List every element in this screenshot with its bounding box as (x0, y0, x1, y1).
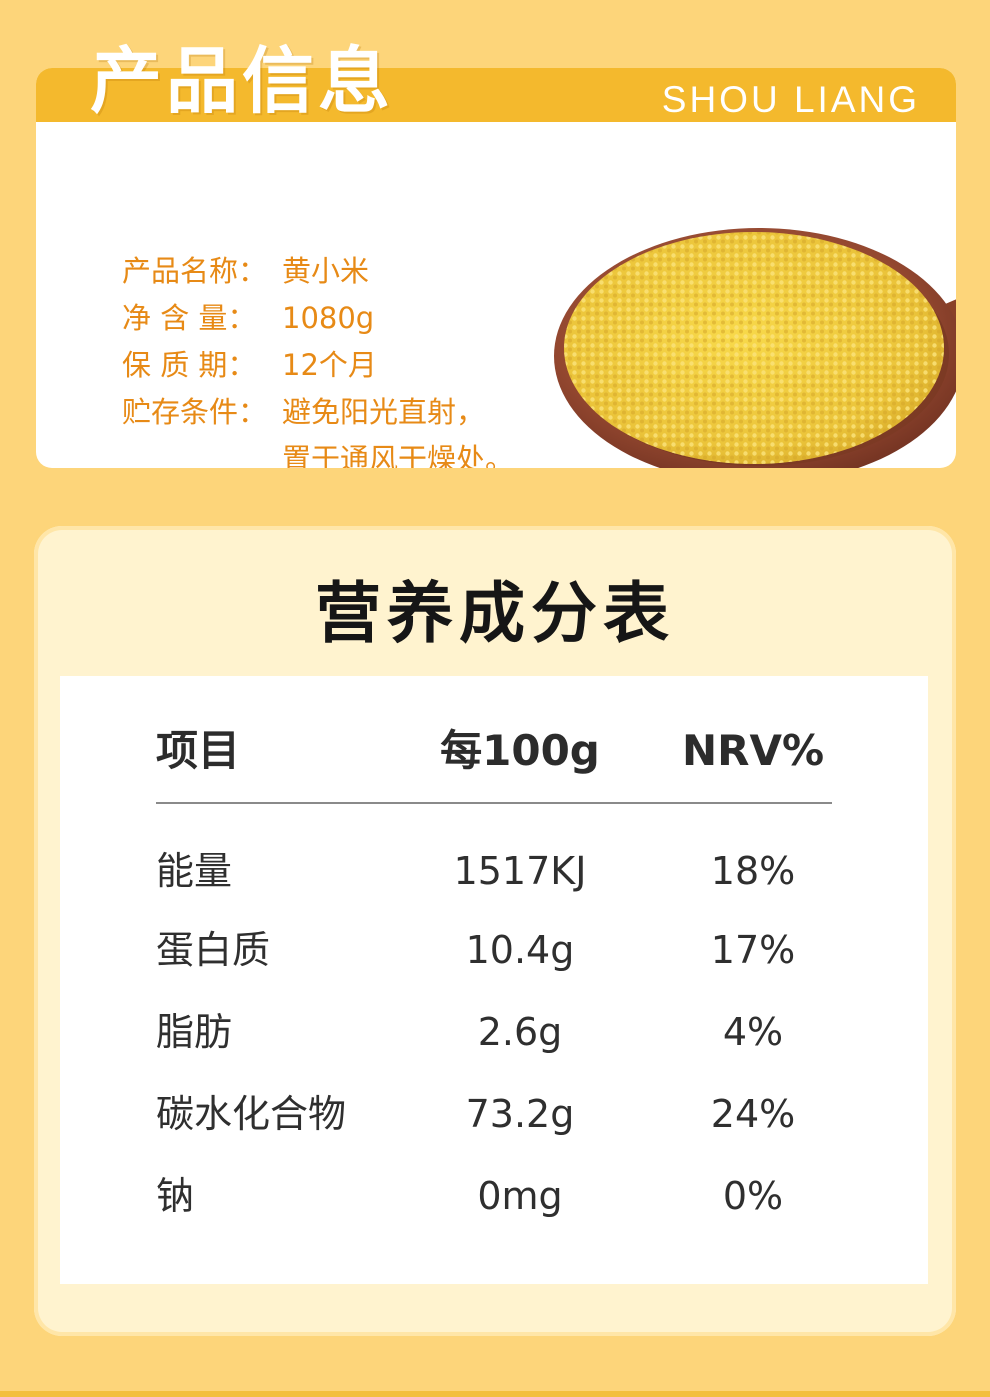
nutrient-amount: 73.2g (465, 1092, 575, 1136)
nutrient-name: 碳水化合物 (156, 1092, 347, 1136)
table-row: 能量 1517KJ 18% (60, 841, 928, 901)
nutrition-title: 营养成分表 (315, 575, 675, 652)
nutrient-nrv: 18% (710, 849, 796, 893)
product-info-header-bar (36, 68, 956, 122)
bottom-accent-line (0, 1391, 990, 1397)
column-header-nrv: NRV% (681, 726, 825, 775)
nutrient-name: 能量 (156, 849, 233, 893)
nutrition-table: 项目 每100g NRV% 能量 1517KJ 18% 蛋白质 10.4g 17… (60, 676, 928, 1284)
nutrient-name: 钠 (156, 1174, 195, 1218)
table-row: 碳水化合物 73.2g 24% (60, 1084, 928, 1144)
info-value: 置于通风干燥处。 (282, 442, 515, 468)
product-info-list: 产品名称： 黄小米 净 含 量： 1080g 保 质 期： 12个月 贮存条件：… (122, 248, 514, 468)
info-value: 1080g (282, 301, 375, 335)
nutrition-card: 营养成分表 项目 每100g NRV% 能量 1517KJ 18% 蛋白质 10… (34, 526, 956, 1336)
nutrient-nrv: 17% (710, 928, 796, 972)
nutrition-table-header: 项目 每100g NRV% (60, 721, 928, 781)
info-value: 黄小米 (282, 254, 370, 288)
nutrient-nrv: 0% (722, 1174, 784, 1218)
nutrient-name: 蛋白质 (156, 928, 271, 972)
info-label: 净 含 量： (122, 301, 257, 335)
nutrient-nrv: 24% (710, 1092, 796, 1136)
nutrient-amount: 0mg (477, 1174, 563, 1218)
info-row-storage-continued: 占位： 置于通风干燥处。 (122, 436, 514, 468)
info-row-shelf-life: 保 质 期： 12个月 (122, 342, 514, 389)
info-row-storage: 贮存条件： 避免阳光直射， (122, 389, 514, 436)
info-label: 产品名称： (122, 254, 268, 288)
nutrient-nrv: 4% (722, 1010, 784, 1054)
table-divider (156, 802, 832, 804)
table-row: 蛋白质 10.4g 17% (60, 920, 928, 980)
info-label: 贮存条件： (122, 395, 268, 429)
millet-spoon-image (554, 228, 956, 468)
product-info-subtitle: SHOU LIANG (661, 79, 920, 120)
info-value: 避免阳光直射， (282, 395, 486, 429)
product-info-title: 产品信息 (90, 39, 395, 123)
nutrient-name: 脂肪 (156, 1010, 233, 1054)
nutrient-amount: 1517KJ (453, 849, 587, 893)
info-row-net-weight: 净 含 量： 1080g (122, 295, 514, 342)
info-value: 12个月 (282, 348, 377, 382)
product-info-card: 产品名称： 黄小米 净 含 量： 1080g 保 质 期： 12个月 贮存条件：… (36, 68, 956, 468)
nutrient-amount: 10.4g (465, 928, 575, 972)
table-row: 钠 0mg 0% (60, 1166, 928, 1226)
info-label: 保 质 期： (122, 348, 257, 382)
nutrient-amount: 2.6g (477, 1010, 563, 1054)
table-row: 脂肪 2.6g 4% (60, 1002, 928, 1062)
info-row-name: 产品名称： 黄小米 (122, 248, 514, 295)
column-header-per-100g: 每100g (440, 726, 600, 775)
column-header-item: 项目 (156, 726, 241, 775)
